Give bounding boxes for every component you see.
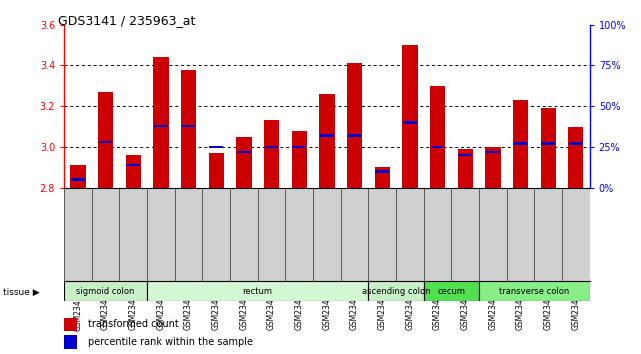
Bar: [513, 100, 528, 188]
Bar: [486, 150, 500, 153]
Bar: [181, 70, 196, 188]
Bar: [403, 45, 417, 188]
Bar: [98, 92, 113, 188]
Bar: [265, 146, 278, 148]
Bar: [424, 281, 479, 301]
Bar: [376, 170, 389, 172]
Bar: [237, 137, 251, 188]
Bar: [458, 149, 473, 188]
Text: cecum: cecum: [437, 287, 465, 296]
Bar: [153, 57, 169, 188]
Text: ascending colon: ascending colon: [362, 287, 430, 296]
Bar: [99, 141, 112, 143]
Bar: [319, 94, 335, 188]
Bar: [126, 164, 140, 166]
Text: sigmoid colon: sigmoid colon: [76, 287, 135, 296]
Bar: [431, 146, 444, 148]
Bar: [292, 146, 306, 148]
Bar: [513, 142, 528, 145]
Text: tissue ▶: tissue ▶: [3, 287, 40, 297]
Bar: [485, 147, 501, 188]
Text: rectum: rectum: [243, 287, 273, 296]
Bar: [208, 153, 224, 188]
Bar: [540, 108, 556, 188]
Text: transformed count: transformed count: [88, 319, 178, 329]
Bar: [347, 63, 362, 188]
Bar: [64, 335, 77, 349]
Text: GDS3141 / 235963_at: GDS3141 / 235963_at: [58, 14, 195, 27]
Text: transverse colon: transverse colon: [499, 287, 569, 296]
Bar: [369, 281, 424, 301]
Bar: [64, 281, 147, 301]
Bar: [64, 318, 77, 331]
Bar: [458, 154, 472, 156]
Bar: [126, 155, 141, 188]
Bar: [479, 281, 590, 301]
Text: percentile rank within the sample: percentile rank within the sample: [88, 337, 253, 347]
Bar: [374, 167, 390, 188]
Bar: [237, 150, 251, 153]
Bar: [71, 165, 85, 188]
Bar: [147, 281, 369, 301]
Bar: [430, 86, 445, 188]
Bar: [71, 178, 85, 181]
Bar: [264, 120, 279, 188]
Bar: [569, 142, 583, 145]
Bar: [292, 131, 307, 188]
Bar: [569, 126, 583, 188]
Bar: [403, 121, 417, 124]
Bar: [182, 125, 196, 127]
Bar: [542, 142, 555, 145]
Bar: [320, 134, 334, 137]
Bar: [347, 134, 362, 137]
Bar: [154, 125, 168, 127]
Bar: [210, 146, 223, 148]
